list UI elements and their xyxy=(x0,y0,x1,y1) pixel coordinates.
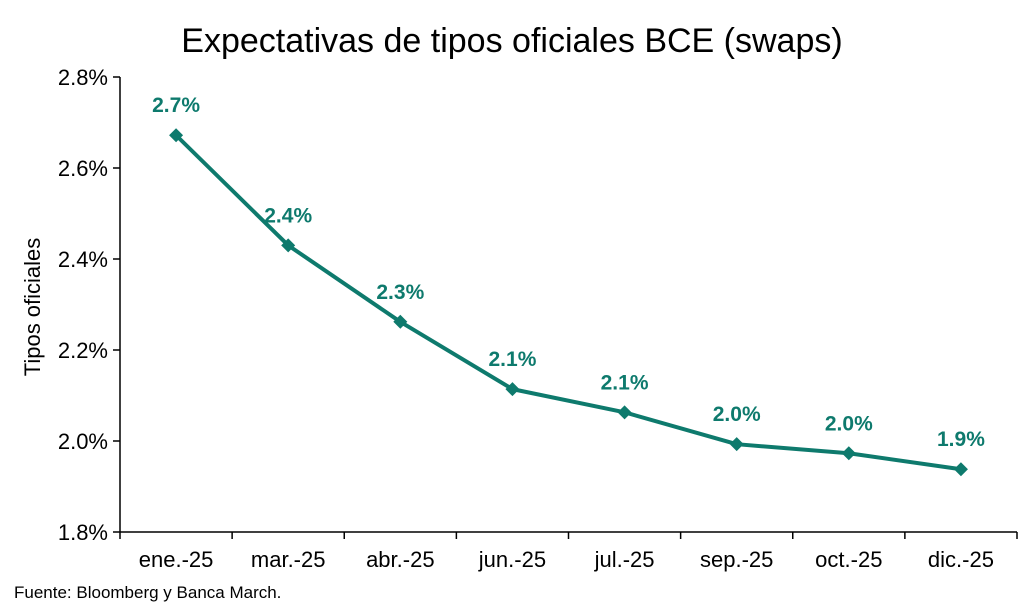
data-labels: 2.7% 2.4% 2.3% 2.1% 2.1% 2.0% 2.0% 1.9% xyxy=(152,94,985,451)
y-axis-ticks: 1.8% 2.0% 2.2% 2.4% 2.6% 2.8% xyxy=(58,65,120,545)
x-tick-label: ene.-25 xyxy=(139,547,214,572)
data-point-marker xyxy=(281,238,296,253)
y-tick-label: 2.0% xyxy=(58,429,108,454)
data-label: 2.0% xyxy=(713,403,761,426)
data-point-marker xyxy=(505,382,520,397)
chart-title: Expectativas de tipos oficiales BCE (swa… xyxy=(181,22,842,60)
data-point-marker xyxy=(729,437,744,452)
data-label: 1.9% xyxy=(937,428,985,451)
x-tick-label: mar.-25 xyxy=(251,547,326,572)
data-label: 2.1% xyxy=(489,348,537,371)
x-tick-label: jul.-25 xyxy=(594,547,655,572)
axes xyxy=(119,77,1017,533)
data-label: 2.4% xyxy=(264,204,312,227)
data-point-marker xyxy=(617,405,632,420)
y-tick-label: 2.6% xyxy=(58,156,108,181)
data-series xyxy=(169,128,968,477)
series-line xyxy=(174,133,962,472)
y-tick-label: 2.8% xyxy=(58,65,108,90)
y-tick-label: 2.4% xyxy=(58,247,108,272)
x-tick-label: oct.-25 xyxy=(815,547,882,572)
x-axis-ticks: ene.-25 mar.-25 abr.-25 jun.-25 jul.-25 sep.-… xyxy=(119,532,1018,572)
data-label: 2.3% xyxy=(376,281,424,304)
y-axis-label: Tipos oficiales xyxy=(20,238,45,377)
x-tick-label: dic.-25 xyxy=(928,547,994,572)
data-label: 2.7% xyxy=(152,94,200,117)
y-tick-label: 2.2% xyxy=(58,338,108,363)
data-point-marker xyxy=(169,128,184,143)
data-label: 2.1% xyxy=(601,371,649,394)
data-point-marker xyxy=(393,314,408,329)
y-tick-label: 1.8% xyxy=(58,520,108,545)
x-tick-label: jun.-25 xyxy=(478,547,546,572)
x-tick-label: abr.-25 xyxy=(366,547,435,572)
data-point-marker xyxy=(953,462,968,477)
data-label: 2.0% xyxy=(825,412,873,435)
source-note: Fuente: Bloomberg y Banca March. xyxy=(14,583,282,602)
data-point-marker xyxy=(841,446,856,461)
x-tick-label: sep.-25 xyxy=(700,547,773,572)
